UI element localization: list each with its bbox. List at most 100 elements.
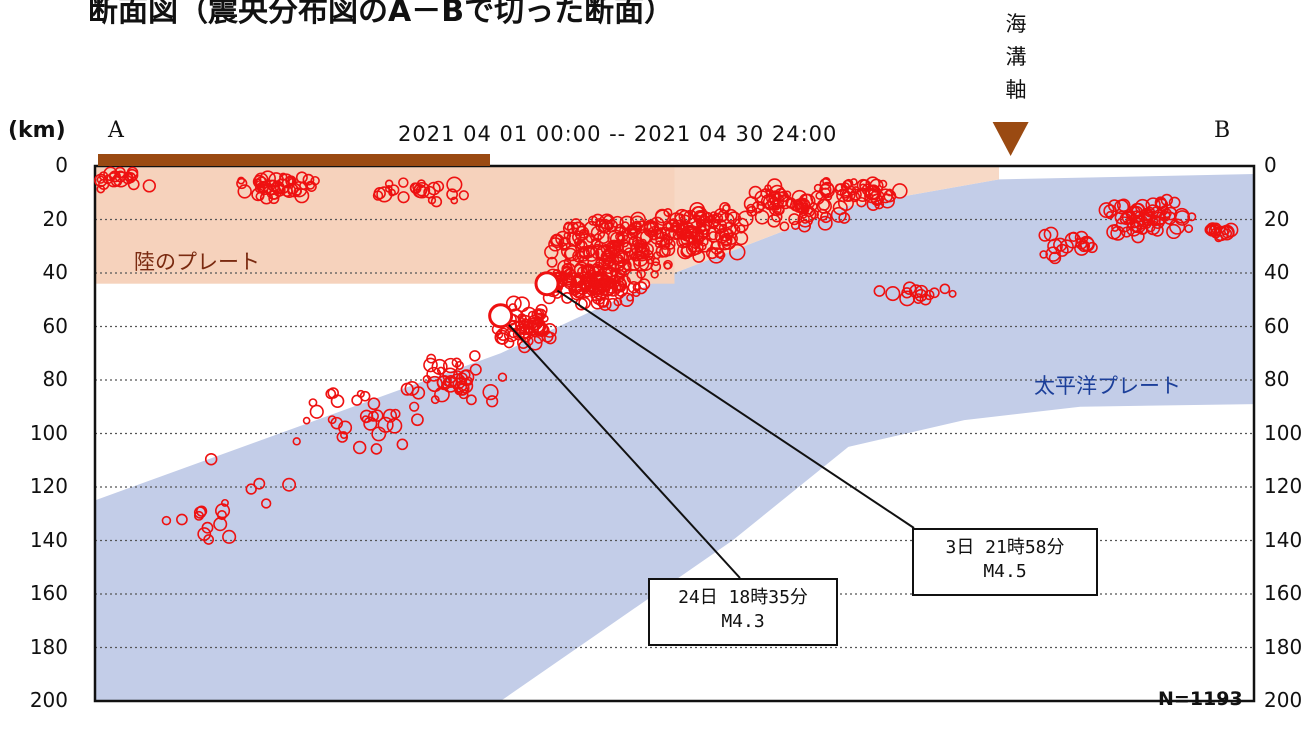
hypocenter bbox=[622, 261, 632, 271]
hypocenter bbox=[442, 357, 459, 374]
hypocenter bbox=[664, 238, 676, 250]
y-tick-label: 20 bbox=[1264, 206, 1290, 231]
y-tick-label: 100 bbox=[1264, 420, 1303, 445]
hypocenter bbox=[367, 397, 381, 411]
hypocenter bbox=[302, 416, 311, 425]
hypocenter bbox=[720, 234, 737, 250]
figure-title: 断面図（震央分布図のA－Bで切った断面） bbox=[88, 0, 675, 29]
hypocenter bbox=[839, 188, 850, 199]
hypocenter bbox=[423, 185, 436, 199]
hypocenter bbox=[627, 281, 640, 294]
hypocenter bbox=[161, 515, 172, 526]
hypocenter bbox=[834, 183, 844, 193]
y-tick-label: 80 bbox=[42, 367, 68, 391]
hypocenter bbox=[564, 268, 576, 281]
hypocenter bbox=[1107, 199, 1121, 213]
hypocenter bbox=[496, 332, 509, 345]
hypocenter bbox=[261, 498, 272, 509]
hypocenter bbox=[708, 230, 718, 241]
pacific-plate-label: 太平洋プレート bbox=[1034, 374, 1181, 398]
hypocenter bbox=[1110, 225, 1126, 241]
hypocenter bbox=[619, 215, 635, 231]
hypocenter bbox=[361, 415, 370, 424]
hypocenter bbox=[1160, 193, 1174, 207]
callout-time: 24日 18時35分 bbox=[678, 587, 808, 608]
trench-label-char: 海 bbox=[1005, 12, 1027, 36]
hypocenter bbox=[521, 306, 538, 323]
y-tick-label: 200 bbox=[29, 688, 68, 712]
hypocenter bbox=[851, 186, 860, 194]
y-tick-label: 140 bbox=[1264, 527, 1303, 552]
hypocenter bbox=[1163, 211, 1177, 225]
hypocenter bbox=[613, 250, 630, 267]
hypocenter bbox=[432, 180, 445, 193]
hypocenter bbox=[302, 173, 315, 186]
hypocenter bbox=[550, 234, 563, 247]
hypocenter bbox=[691, 205, 708, 222]
hypocenter bbox=[446, 176, 463, 193]
hypocenter bbox=[426, 366, 442, 382]
plot-frame bbox=[93, 164, 1256, 703]
y-tick-label: 0 bbox=[55, 153, 68, 177]
trench-label-char: 溝 bbox=[1005, 45, 1027, 69]
hypocenter bbox=[797, 198, 809, 210]
hypocenter bbox=[215, 503, 231, 519]
hypocenter bbox=[431, 358, 448, 376]
hypocenter bbox=[204, 452, 218, 466]
hypocenter bbox=[222, 529, 237, 544]
hypocenter bbox=[724, 208, 738, 222]
hypocenter bbox=[728, 243, 746, 261]
y-tick-label: 180 bbox=[1264, 634, 1303, 659]
hypocenter bbox=[737, 210, 754, 227]
hypocenter bbox=[798, 219, 811, 233]
hypocenter bbox=[458, 190, 469, 201]
hypocenter bbox=[281, 185, 293, 198]
hypocenter bbox=[423, 357, 438, 373]
hypocenter bbox=[743, 196, 760, 212]
pacific-plate-region bbox=[95, 174, 1254, 701]
y-tick-label: 140 bbox=[29, 527, 68, 552]
hypocenter bbox=[819, 182, 836, 199]
y-tick-label: 100 bbox=[29, 420, 68, 445]
y-tick-label: 80 bbox=[1264, 367, 1290, 391]
hypocenter bbox=[454, 360, 465, 370]
hypocenter bbox=[630, 252, 639, 261]
hypocenter bbox=[679, 214, 691, 226]
hypocenter bbox=[1149, 214, 1161, 227]
hypocenter bbox=[1086, 241, 1098, 254]
hypocenter bbox=[268, 189, 279, 200]
hypocenter bbox=[614, 223, 626, 236]
y-tick-label: 40 bbox=[1264, 260, 1290, 284]
hypocenter bbox=[817, 215, 833, 231]
hypocenter bbox=[617, 252, 628, 264]
hypocenter bbox=[869, 178, 884, 193]
hypocenter bbox=[1039, 250, 1048, 259]
hypocenter bbox=[1146, 223, 1156, 233]
hypocenter bbox=[193, 506, 207, 519]
y-tick-label: 200 bbox=[1264, 688, 1303, 712]
hypocenter bbox=[901, 287, 913, 299]
hypocenter bbox=[370, 443, 383, 455]
hypocenter bbox=[754, 209, 770, 225]
hypocenter bbox=[253, 477, 266, 490]
hypocenter bbox=[696, 221, 707, 232]
y-tick-label: 160 bbox=[1264, 581, 1303, 605]
hypocenter bbox=[850, 178, 858, 186]
hypocenter bbox=[1223, 222, 1239, 238]
hypocenter bbox=[469, 350, 481, 362]
hypocenter bbox=[213, 517, 228, 532]
hypocenter bbox=[566, 221, 580, 235]
hypocenter bbox=[665, 219, 679, 233]
callout-leader bbox=[546, 282, 915, 529]
hypocenter bbox=[676, 228, 688, 240]
hypocenter bbox=[841, 191, 853, 202]
hypocenter bbox=[590, 243, 606, 260]
y-tick-label: 180 bbox=[29, 634, 68, 659]
hypocenter bbox=[1077, 240, 1091, 253]
hypocenter bbox=[411, 413, 424, 427]
hypocenter bbox=[712, 218, 728, 234]
highlighted-hypocenter bbox=[534, 271, 560, 297]
hypocenter bbox=[591, 237, 601, 248]
y-tick-label: 40 bbox=[42, 260, 68, 284]
hypocenter bbox=[582, 245, 596, 259]
